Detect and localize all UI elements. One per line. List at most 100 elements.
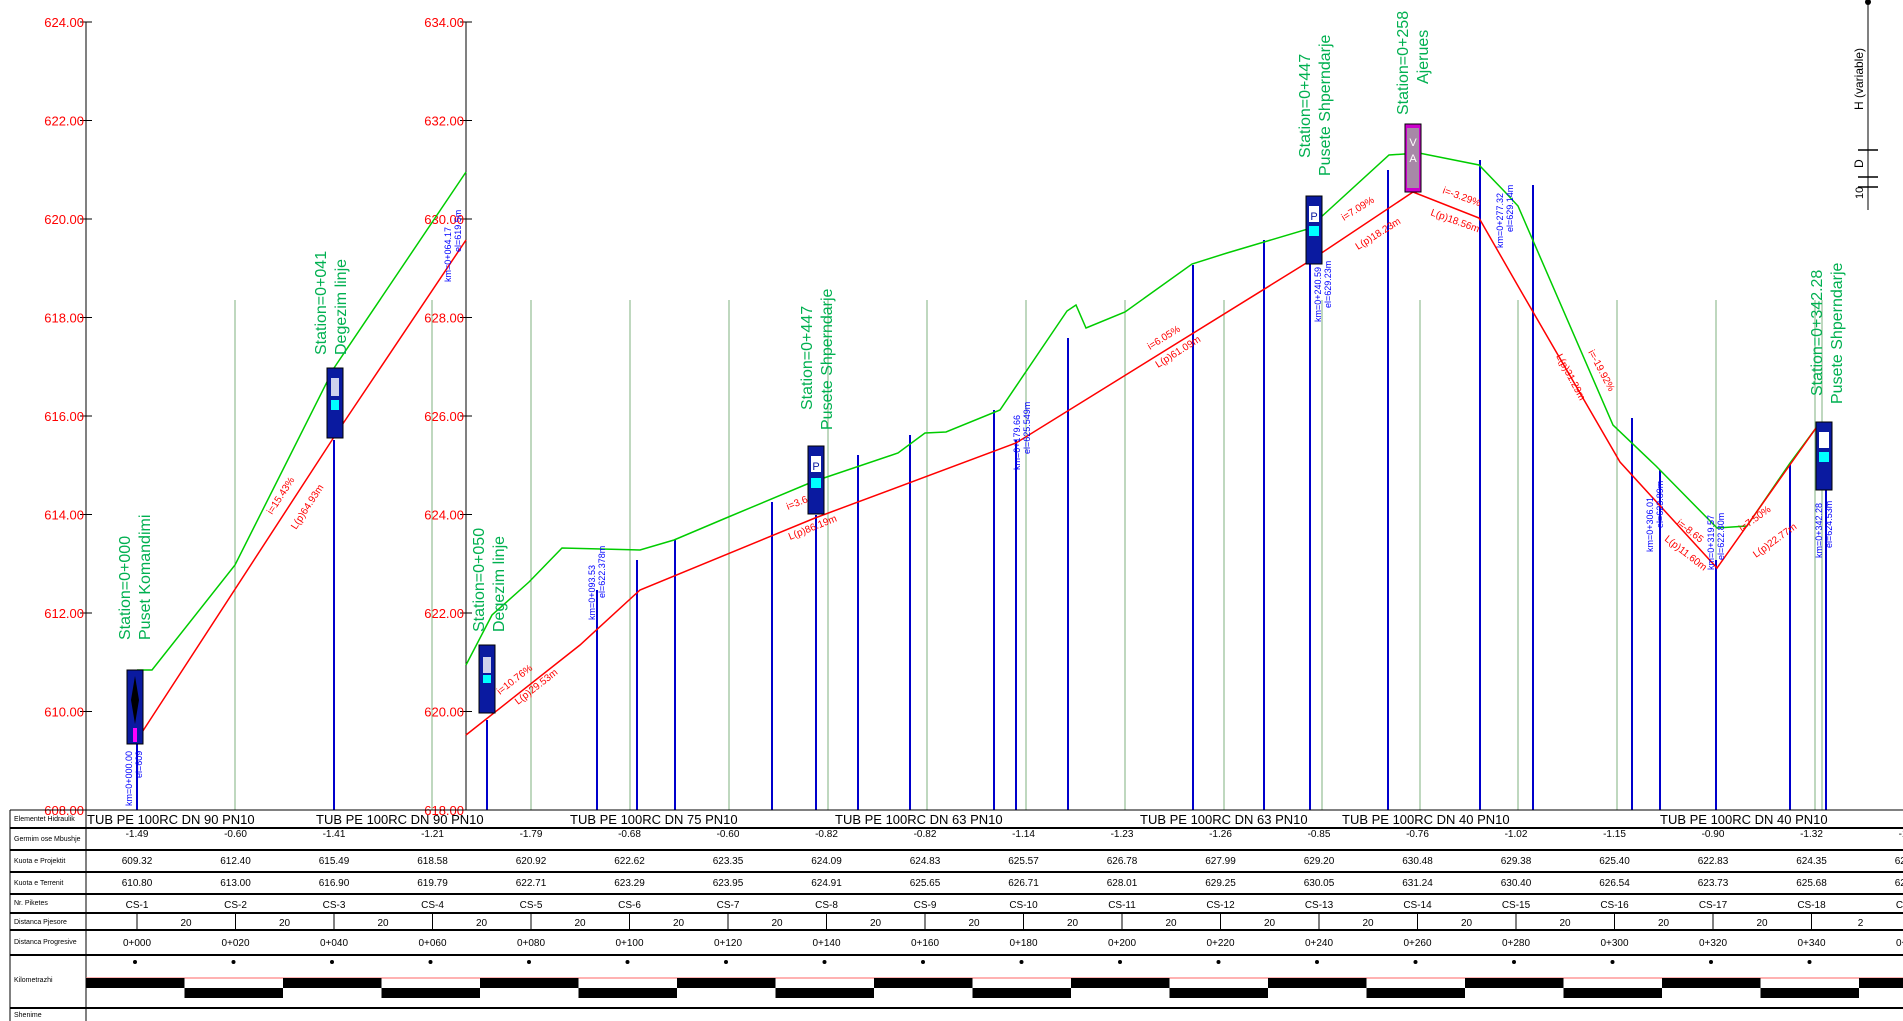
well-block-distribution-2: P <box>1305 195 1323 265</box>
km-bar-dot <box>1118 960 1122 964</box>
progresive-cell: 0+000 <box>123 938 152 949</box>
el-2: el=622.378m <box>597 546 607 598</box>
germim-cell: -0.68 <box>618 829 641 840</box>
mid-axis-label: 634.00 <box>424 15 464 30</box>
km-bar-segment <box>578 988 677 998</box>
km-bar-segment <box>1169 988 1268 998</box>
el-1: el=619.5m <box>453 210 463 252</box>
piket-cell: CS-10 <box>1009 900 1038 911</box>
projekt-cell: 615.49 <box>319 856 350 867</box>
pipe-line-segment-1 <box>136 239 467 741</box>
dim-h-label: H (variable) <box>1852 48 1866 110</box>
slope-8-L: L(p)22.77m <box>1751 521 1799 560</box>
pjesore-cell: 20 <box>673 918 685 929</box>
progresive-cell: 0+180 <box>1009 938 1038 949</box>
pipe-line-segment-2 <box>465 191 1817 736</box>
well-letter-v: V <box>1409 137 1417 149</box>
terren-cell: 625.68 <box>1796 878 1827 889</box>
station-5-line1: Station=0+258 <box>1395 11 1412 115</box>
pipe-label-4: TUB PE 100RC DN 63 PN10 <box>1140 812 1308 827</box>
km-bar-segment <box>677 978 776 988</box>
well-dimension-symbol: H (variable) D 10 <box>1852 0 1878 210</box>
terren-cell: 616.90 <box>319 878 350 889</box>
projekt-cell: 627.99 <box>1205 856 1236 867</box>
row-header: Germim ose Mbushje <box>14 836 81 843</box>
station-5-line2: Ajerues <box>1415 30 1432 84</box>
well-letter-p-2: P <box>1310 211 1317 223</box>
km-bar-segment <box>874 978 973 988</box>
km-bar-dot <box>1216 960 1221 964</box>
piket-cell: CS-14 <box>1403 900 1432 911</box>
station-labels: Station=0+000 Puset Komandimi Station=0+… <box>117 11 1846 640</box>
km-bar-dot <box>625 960 630 964</box>
projekt-cell: 624.35 <box>1796 856 1827 867</box>
pjesore-cell: 20 <box>574 918 586 929</box>
well-letter-p-1: P <box>812 461 819 473</box>
germim-cell: -0.60 <box>717 829 740 840</box>
km-bar-segment <box>1465 978 1564 988</box>
germim-cell: -0.85 <box>1308 829 1331 840</box>
germim-cell: -0.76 <box>1406 829 1429 840</box>
pjesore-cell: 20 <box>1264 918 1276 929</box>
germim-cell: -0.82 <box>914 829 937 840</box>
mid-axis-label: 620.00 <box>424 705 464 720</box>
projekt-cell: 623.35 <box>713 856 744 867</box>
km-bar-segment <box>1563 988 1662 998</box>
axis-labels: 624.00 622.00 620.00 618.00 616.00 614.00 612.… <box>44 15 472 818</box>
left-axis-label: 624.00 <box>44 15 84 30</box>
projekt-cell: 624.50 <box>1895 856 1903 867</box>
germim-cell: -1.41 <box>323 829 346 840</box>
germim-cell: -1.15 <box>1603 829 1626 840</box>
terren-cell: 626.54 <box>1599 878 1630 889</box>
profile-data-table: Elementet Hidraulik Germim ose Mbushje Kuo… <box>9 809 1903 1021</box>
germim-cell: -0.90 <box>1702 829 1725 840</box>
projekt-cell: 618.58 <box>417 856 448 867</box>
well-block-distribution-3 <box>1815 421 1833 491</box>
left-axis-label: 610.00 <box>44 705 84 720</box>
km-bar-dot <box>133 960 137 964</box>
pjesore-cell: 20 <box>476 918 488 929</box>
km-bar-dot <box>330 960 334 964</box>
el-3: el=625.549m <box>1022 402 1032 454</box>
station-1-line1: Station=0+041 <box>313 251 330 355</box>
pjesore-cell: 2 <box>1858 918 1864 929</box>
km-bar-segment <box>283 978 382 988</box>
km-bar-segment <box>480 978 579 988</box>
terren-cell: 625.65 <box>910 878 941 889</box>
pjesore-cell: 20 <box>180 918 192 929</box>
well-block-air-valve: V A <box>1404 123 1422 193</box>
terren-cell: 625.81 <box>1895 878 1903 889</box>
km-bar-segment <box>1071 978 1170 988</box>
left-axis-label: 618.00 <box>44 311 84 326</box>
station-3-line2: Pusete Shperndarje <box>819 288 836 430</box>
projekt-cell: 624.09 <box>811 856 842 867</box>
progresive-cell: 0+120 <box>714 938 743 949</box>
km-0: km=0+000.00 <box>124 751 134 806</box>
km-4: km=0+240.59 <box>1313 267 1323 322</box>
piket-cell: CS-11 <box>1108 900 1136 911</box>
piket-cell: CS-18 <box>1797 900 1826 911</box>
pjesore-cell: 20 <box>1559 918 1571 929</box>
terrain-profile <box>137 152 1817 671</box>
progresive-cell: 0+020 <box>221 938 250 949</box>
projekt-cell: 625.40 <box>1599 856 1630 867</box>
km-bar-dot <box>231 960 236 964</box>
piket-cell: CS-8 <box>815 900 838 911</box>
terren-cell: 623.95 <box>713 878 744 889</box>
row-header: Distanca Progresive <box>14 939 77 946</box>
piket-cell: CS-3 <box>323 900 346 911</box>
terren-cell: 622.71 <box>516 878 547 889</box>
pjesore-cell: 20 <box>1461 918 1473 929</box>
pipe-label-0: TUB PE 100RC DN 90 PN10 <box>87 812 255 827</box>
pipe-spec-labels: TUB PE 100RC DN 90 PN10 TUB PE 100RC DN … <box>87 812 1828 827</box>
left-axis-label: 620.00 <box>44 212 84 227</box>
station-1-line2: Degezim linje <box>333 259 350 355</box>
terren-cell: 628.01 <box>1107 878 1138 889</box>
terren-cell: 624.91 <box>811 878 842 889</box>
germim-cell: -1.49 <box>126 829 149 840</box>
well-block-distribution-1: P <box>807 445 825 515</box>
pjesore-cell: 20 <box>870 918 882 929</box>
km-bar-dot <box>1512 960 1516 964</box>
terren-cell: 631.24 <box>1402 878 1433 889</box>
germim-cell: -1.23 <box>1111 829 1134 840</box>
